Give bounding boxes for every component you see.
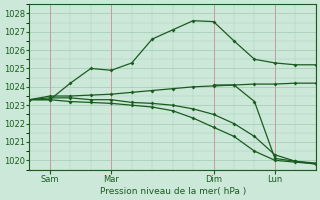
X-axis label: Pression niveau de la mer( hPa ): Pression niveau de la mer( hPa )	[100, 187, 246, 196]
